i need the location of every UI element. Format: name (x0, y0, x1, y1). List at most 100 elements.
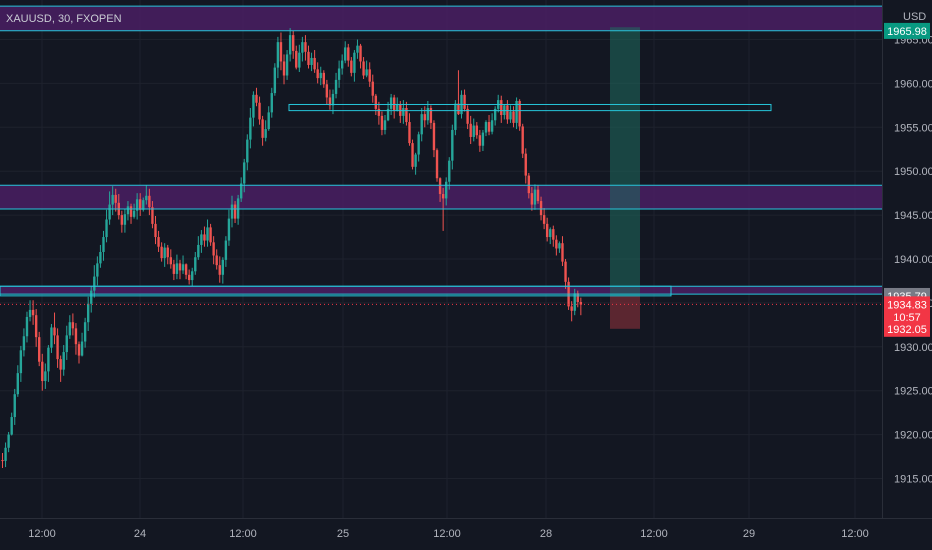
candle-up (301, 42, 304, 53)
position-target-zone[interactable] (610, 27, 640, 296)
candle-up (420, 114, 423, 135)
time-tick-label: 12:00 (28, 528, 56, 540)
candle-down (120, 215, 124, 225)
candle-down (350, 60, 353, 73)
candle-up (96, 263, 99, 277)
candle-up (181, 264, 185, 271)
candle-down (114, 194, 117, 203)
candle-up (135, 199, 139, 211)
candle-down (576, 293, 579, 303)
time-axis[interactable] (0, 518, 882, 550)
candle-down (457, 103, 460, 115)
rect-zone-lower[interactable] (0, 285, 672, 297)
candle-up (448, 160, 451, 182)
candle-up (344, 47, 347, 61)
candle-up (509, 111, 512, 120)
candle-down (441, 194, 445, 199)
candle-up (264, 129, 267, 138)
candle-up (206, 227, 209, 241)
candle-up (267, 112, 270, 130)
candle-down (374, 95, 378, 109)
candle-down (31, 309, 35, 316)
candle-down (53, 327, 56, 336)
candle-down (215, 255, 218, 266)
price-axis[interactable] (882, 0, 932, 550)
candle-down (542, 215, 546, 224)
candle-down (487, 122, 491, 132)
candle-up (80, 341, 84, 356)
candle-down (380, 115, 384, 130)
candle-down (255, 94, 258, 103)
candle-up (246, 139, 249, 163)
price-tick-label: 1920.00 (894, 430, 932, 442)
candle-down (38, 337, 41, 362)
candle-up (481, 132, 485, 146)
candle-up (533, 189, 537, 205)
candle-up (252, 94, 255, 118)
candle-up (298, 52, 301, 68)
candle-up (99, 251, 102, 264)
currency-label[interactable]: USD (903, 11, 926, 23)
candle-down (524, 153, 527, 176)
candle-up (396, 104, 399, 111)
candle-down (423, 114, 426, 121)
candle-down (408, 122, 411, 144)
price-tick-label: 1960.00 (894, 78, 932, 90)
candle-up (558, 243, 561, 249)
candle-down (316, 69, 319, 79)
candle-down (218, 265, 221, 275)
candle-down (475, 125, 478, 136)
candle-down (377, 108, 381, 116)
candle-down (151, 207, 154, 224)
candle-up (62, 352, 65, 370)
candle-down (212, 242, 215, 256)
mid-resistance-zone (0, 185, 882, 209)
candle-down (347, 47, 350, 61)
candle-up (10, 417, 13, 435)
price-tick-label: 1930.00 (894, 342, 932, 354)
candle-up (334, 79, 338, 94)
price-badge (884, 22, 930, 39)
candle-up (200, 234, 203, 245)
candle-down (304, 42, 307, 52)
long-position-tool[interactable] (610, 27, 640, 329)
candle-down (432, 122, 436, 151)
candle-down (325, 84, 329, 98)
rectangle-zones[interactable] (0, 103, 772, 297)
candle-down (438, 178, 442, 195)
candle-up (454, 103, 457, 130)
candle-down (178, 263, 182, 271)
horizontal-levels[interactable] (0, 5, 882, 295)
currency-label-group[interactable]: USD (903, 11, 926, 23)
candle-down (258, 102, 261, 120)
candle-up (191, 271, 194, 281)
candle-down (148, 195, 151, 208)
candle-up (386, 108, 390, 121)
time-axis-ticks: 12:00 24 12:00 25 12:00 28 12:00 29 12:00 (28, 528, 869, 540)
candle-down (555, 239, 558, 249)
price-badge-label: 1932.05 (887, 324, 927, 336)
candle-down (169, 257, 172, 265)
position-stop-zone[interactable] (610, 295, 640, 329)
candle-down (59, 359, 62, 370)
candle-down (564, 261, 567, 282)
price-badge-label: 1965.98 (887, 26, 927, 38)
candle-up (142, 200, 145, 210)
candle-down (166, 247, 169, 258)
candle-up (331, 93, 335, 106)
price-tick-label: 1940.00 (894, 254, 932, 266)
candle-up (28, 309, 32, 317)
candle-up (111, 194, 114, 205)
candle-up (243, 162, 246, 184)
candle-down (539, 201, 543, 216)
rect-zone-upper[interactable] (288, 103, 772, 112)
price-tick-label: 1955.00 (894, 122, 932, 134)
candle-up (25, 316, 29, 337)
candle-up (353, 52, 356, 73)
price-tick-label: 1925.00 (894, 386, 932, 398)
candle-up (175, 263, 179, 274)
candle-down (261, 119, 264, 138)
candle-up (383, 120, 387, 130)
